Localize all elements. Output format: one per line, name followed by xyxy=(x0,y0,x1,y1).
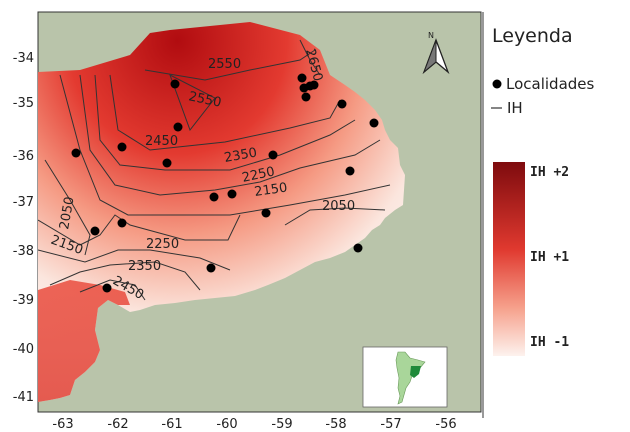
locality-dot xyxy=(71,148,81,158)
x-tick-label: -61 xyxy=(161,417,182,432)
x-tick-label: -58 xyxy=(325,417,346,432)
contour-label: 2550 xyxy=(187,89,222,111)
locality-dot xyxy=(227,189,237,199)
contour-line xyxy=(79,279,146,301)
x-tick-label: -59 xyxy=(271,417,292,432)
contour-label: 2050 xyxy=(57,195,78,230)
ih-legend-label: IH xyxy=(507,99,523,117)
locality-dot xyxy=(268,150,278,160)
x-axis: -63 -62 -61 -60 -59 -58 -57 -56 xyxy=(52,417,456,432)
inset-map xyxy=(362,346,448,408)
scale-bottom-label: IH -1 xyxy=(530,335,569,350)
locality-dot xyxy=(337,99,347,109)
locality-dot xyxy=(369,118,379,128)
contour-label: 2250 xyxy=(146,237,179,252)
contour-label: 2450 xyxy=(145,134,178,149)
contour-label: 2050 xyxy=(322,199,355,214)
contour-line xyxy=(169,73,216,132)
contour-line xyxy=(38,249,231,271)
y-tick-label: -41 xyxy=(13,390,34,405)
contour-line xyxy=(44,159,91,256)
y-axis: -34 -35 -36 -37 -38 -39 -40 -41 xyxy=(13,51,34,405)
map-surface: 2550 2550 2450 2350 2250 2150 2050 2050 … xyxy=(38,22,405,402)
locality-dot xyxy=(90,226,100,236)
x-tick-label: -57 xyxy=(380,417,401,432)
locality-dot xyxy=(353,243,363,253)
y-tick-label: -40 xyxy=(13,342,34,357)
ih-surface xyxy=(38,22,405,402)
legend-title: Leyenda xyxy=(492,25,573,47)
localities-legend-label: Localidades xyxy=(506,75,595,93)
locality-dot xyxy=(261,208,271,218)
x-tick-label: -60 xyxy=(216,417,237,432)
contour-line xyxy=(284,207,386,226)
contour-label: 2150 xyxy=(253,181,288,200)
contour-label: 2550 xyxy=(208,57,241,72)
contour-labels: 2550 2550 2450 2350 2250 2150 2050 2050 … xyxy=(49,47,355,303)
y-tick-label: -34 xyxy=(13,51,34,66)
contour-line xyxy=(109,74,341,151)
x-tick-label: -56 xyxy=(435,417,456,432)
scale-mid-label: IH +1 xyxy=(530,250,569,265)
contour-line xyxy=(299,39,321,76)
x-tick-label: -62 xyxy=(107,417,128,432)
contour-lines xyxy=(38,39,391,301)
locality-dot xyxy=(162,158,172,168)
locality-dot xyxy=(301,92,311,102)
contour-line xyxy=(144,49,316,81)
contour-label: 2350 xyxy=(128,259,161,274)
north-arrow: N xyxy=(422,31,450,75)
y-tick-label: -37 xyxy=(13,195,34,210)
north-arrow-shade-icon xyxy=(422,39,437,74)
localities xyxy=(71,73,379,293)
contour-line xyxy=(79,74,381,196)
y-tick-label: -36 xyxy=(13,149,34,164)
y-tick-label: -39 xyxy=(13,293,34,308)
locality-dot xyxy=(170,79,180,89)
locality-dot xyxy=(345,166,355,176)
locality-dot xyxy=(173,122,183,132)
north-arrow-label: N xyxy=(428,31,434,40)
contour-label: 2350 xyxy=(223,145,258,166)
locality-dot xyxy=(117,142,127,152)
y-tick-label: -35 xyxy=(13,96,34,111)
locality-dot xyxy=(102,283,112,293)
y-tick-label: -38 xyxy=(13,244,34,259)
locality-dot xyxy=(206,263,216,273)
locality-dot xyxy=(117,218,127,228)
locality-legend-icon xyxy=(492,79,502,89)
scale-top-label: IH +2 xyxy=(530,165,569,180)
legend: Leyenda Localidades IH IH +2 IH +1 IH -1 xyxy=(482,12,595,418)
locality-dot xyxy=(297,73,307,83)
contour-line xyxy=(94,74,356,171)
argentina-shape xyxy=(395,351,426,405)
contour-line xyxy=(49,261,201,291)
south-lobe xyxy=(38,280,130,402)
contour-line xyxy=(59,74,391,216)
x-tick-label: -63 xyxy=(52,417,73,432)
locality-dot xyxy=(209,192,219,202)
contour-label: 2250 xyxy=(241,164,276,186)
locality-dot xyxy=(309,80,319,90)
ih-color-scale xyxy=(493,162,525,356)
buenos-aires-province xyxy=(410,366,421,378)
